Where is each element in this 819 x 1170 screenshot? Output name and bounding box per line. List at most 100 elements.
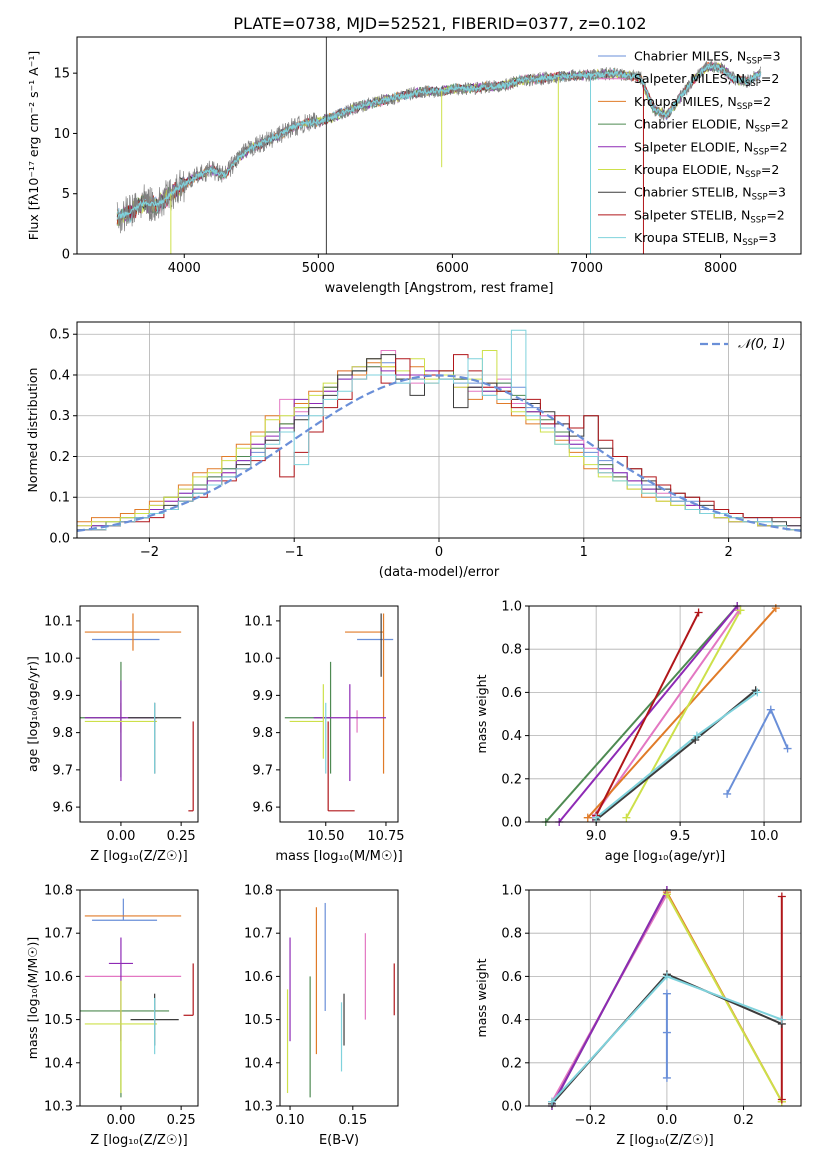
legend-entry: Kroupa STELIB, NSSP=3 (634, 230, 777, 248)
x-tick-label: 9.0 (586, 829, 607, 844)
axes-frame (528, 889, 802, 1107)
y-tick-label: 9.9 (252, 689, 273, 704)
y-tick-label: 10.8 (244, 884, 273, 899)
model-line-top (116, 62, 762, 220)
y-axis-label: mass weight (474, 958, 489, 1037)
point-marker (662, 1028, 671, 1037)
x-axis-label: Z [log₁₀(Z/Z☉)] (616, 1133, 713, 1148)
x-tick-label: 8000 (704, 261, 737, 276)
axes-frame (279, 889, 399, 1107)
axes-frame (76, 36, 802, 255)
point-marker (723, 789, 732, 798)
weight-line (587, 607, 777, 819)
y-tick-label: 0.0 (49, 532, 70, 547)
x-tick-label: 10.50 (307, 829, 344, 844)
panel-weight_vs_age: 9.0 9.5 10.0 0.0 0.2 0.4 0.6 0.8 1.0 age [log₁₀(a… (474, 600, 802, 864)
weight-line (551, 890, 668, 1106)
legend-entry: Kroupa ELODIE, NSSP=2 (634, 162, 779, 180)
x-tick-label: 4000 (168, 261, 201, 276)
y-tick-label: 0.3 (49, 409, 70, 424)
point-marker (662, 989, 671, 998)
panel-weight_vs_Z: −0.2 0.0 0.2 0.0 0.2 0.4 0.6 0.8 1.0 Z [log₁₀(Z/Z… (474, 884, 802, 1148)
point-marker (662, 1073, 671, 1082)
x-axis-label: Z [log₁₀(Z/Z☉)] (90, 1133, 187, 1148)
plot-area (77, 329, 801, 538)
y-tick-label: 0.1 (49, 491, 70, 506)
y-tick-label: 0.4 (49, 368, 70, 383)
point-marker (766, 705, 775, 714)
panel-age_vs_mass: 10.50 10.75 9.6 9.7 9.8 9.9 10.0 10.1 mass [log₁… (244, 605, 405, 864)
panel-mass_vs_Z: 0.00 0.25 10.3 10.4 10.5 10.6 10.7 10.8 Z [log₁₀… (25, 884, 199, 1148)
y-tick-label: 1.0 (501, 600, 522, 615)
x-tick-label: 1 (580, 545, 588, 560)
x-tick-label: 0 (435, 545, 443, 560)
panel-spectrum: 4000 5000 6000 7000 8000 0 5 10 15 wavelength [An… (26, 36, 802, 296)
point-marker (753, 688, 762, 697)
y-tick-label: 10.4 (44, 1056, 73, 1071)
y-tick-label: 10 (53, 127, 70, 142)
y-tick-label: 0.6 (501, 970, 522, 985)
weight-line (591, 609, 740, 819)
point-marker (777, 892, 786, 901)
legend-entry: 𝒩(0, 1) (738, 337, 785, 352)
y-tick-label: 9.9 (52, 689, 73, 704)
x-axis-label: wavelength [Angstrom, rest frame] (325, 281, 554, 296)
panel-mass_vs_EBV: 0.10 0.15 10.3 10.4 10.5 10.6 10.7 10.8 E(B-V) (244, 884, 399, 1148)
plot-area (116, 37, 762, 254)
data-spectrum (116, 60, 762, 234)
x-tick-label: 2 (724, 545, 732, 560)
y-axis-label: Flux [fλ10⁻¹⁷ erg cm⁻² s⁻¹ A⁻¹] (26, 51, 41, 240)
legend-entry: Salpeter ELODIE, NSSP=2 (634, 139, 788, 157)
plot-area (284, 613, 394, 812)
point-marker (777, 1015, 786, 1024)
x-axis-label: Z [log₁₀(Z/Z☉)] (90, 849, 187, 864)
y-tick-label: 0.8 (501, 643, 522, 658)
y-axis-label: Normed distribution (25, 368, 40, 493)
y-tick-label: 9.7 (52, 763, 73, 778)
axes-frame (279, 605, 399, 823)
y-tick-label: 9.6 (252, 801, 273, 816)
y-tick-label: 0 (62, 248, 70, 263)
x-tick-label: 5000 (302, 261, 335, 276)
normal-curve (77, 374, 801, 532)
legend-entry: Chabrier STELIB, NSSP=3 (634, 185, 786, 203)
y-axis-label: mass weight (474, 674, 489, 753)
x-tick-label: 0.00 (106, 1113, 135, 1128)
y-tick-label: 0.5 (49, 328, 70, 343)
x-axis-label: mass [log₁₀(M/M☉)] (275, 849, 402, 864)
x-tick-label: 0.00 (106, 829, 135, 844)
legend-entry: Chabrier ELODIE, NSSP=2 (634, 117, 789, 135)
y-tick-label: 9.6 (52, 801, 73, 816)
point-marker (736, 606, 745, 615)
legend-entry: Salpeter STELIB, NSSP=2 (634, 207, 785, 225)
plot-area (80, 613, 194, 812)
x-tick-label: 0.2 (733, 1113, 754, 1128)
point-marker (691, 735, 700, 744)
panel-residuals: −2 −1 0 1 2 0.0 0.1 0.2 0.3 0.4 0.5 (data-model)/er… (25, 321, 802, 580)
panel-age_vs_Z: 0.00 0.25 9.6 9.7 9.8 9.9 10.0 10.1 Z [log₁₀(Z/Z… (25, 605, 199, 864)
x-tick-label: 7000 (570, 261, 603, 276)
x-tick-label: −0.2 (575, 1113, 607, 1128)
x-tick-label: 0.25 (167, 1113, 196, 1128)
y-tick-label: 15 (53, 67, 70, 82)
y-tick-label: 10.4 (244, 1056, 273, 1071)
y-tick-label: 0.2 (49, 450, 70, 465)
x-tick-label: 0.15 (338, 1113, 367, 1128)
y-tick-label: 10.0 (244, 652, 273, 667)
point-marker (777, 1095, 786, 1104)
y-tick-label: 10.1 (44, 614, 73, 629)
axes-frame (79, 605, 199, 823)
y-tick-label: 0.2 (501, 772, 522, 787)
legend: Chabrier MILES, NSSP=3 Salpeter MILES, NS… (598, 49, 789, 248)
y-tick-label: 0.8 (501, 927, 522, 942)
point-marker (622, 813, 631, 822)
x-tick-label: −2 (140, 545, 159, 560)
y-tick-label: 9.7 (252, 763, 273, 778)
x-tick-label: 0.0 (657, 1113, 678, 1128)
y-tick-label: 0.4 (501, 729, 522, 744)
point-marker (583, 813, 592, 822)
y-tick-label: 9.8 (252, 726, 273, 741)
x-tick-label: 0.10 (276, 1113, 305, 1128)
x-tick-label: −1 (285, 545, 304, 560)
